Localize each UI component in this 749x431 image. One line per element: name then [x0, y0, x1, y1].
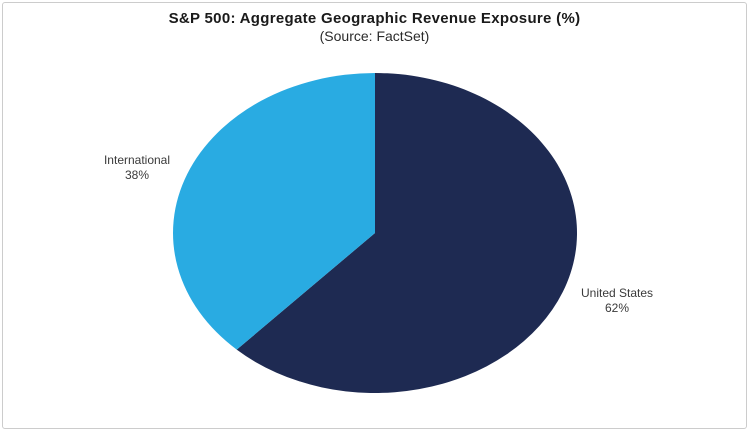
pie-slice-united-states: [236, 73, 578, 393]
slice-label-international-name: International: [103, 153, 171, 167]
slice-label-united-states: United States 62%: [581, 286, 653, 316]
slice-label-united-states-name: United States: [580, 286, 654, 300]
chart-title: S&P 500: Aggregate Geographic Revenue Ex…: [168, 10, 581, 27]
chart-subtitle: (Source: FactSet): [319, 28, 430, 44]
slice-label-united-states-value: 62%: [604, 301, 630, 315]
slice-label-international-value: 38%: [124, 168, 150, 182]
slice-label-international: International 38%: [104, 153, 170, 183]
pie-slice-international: [173, 73, 375, 350]
